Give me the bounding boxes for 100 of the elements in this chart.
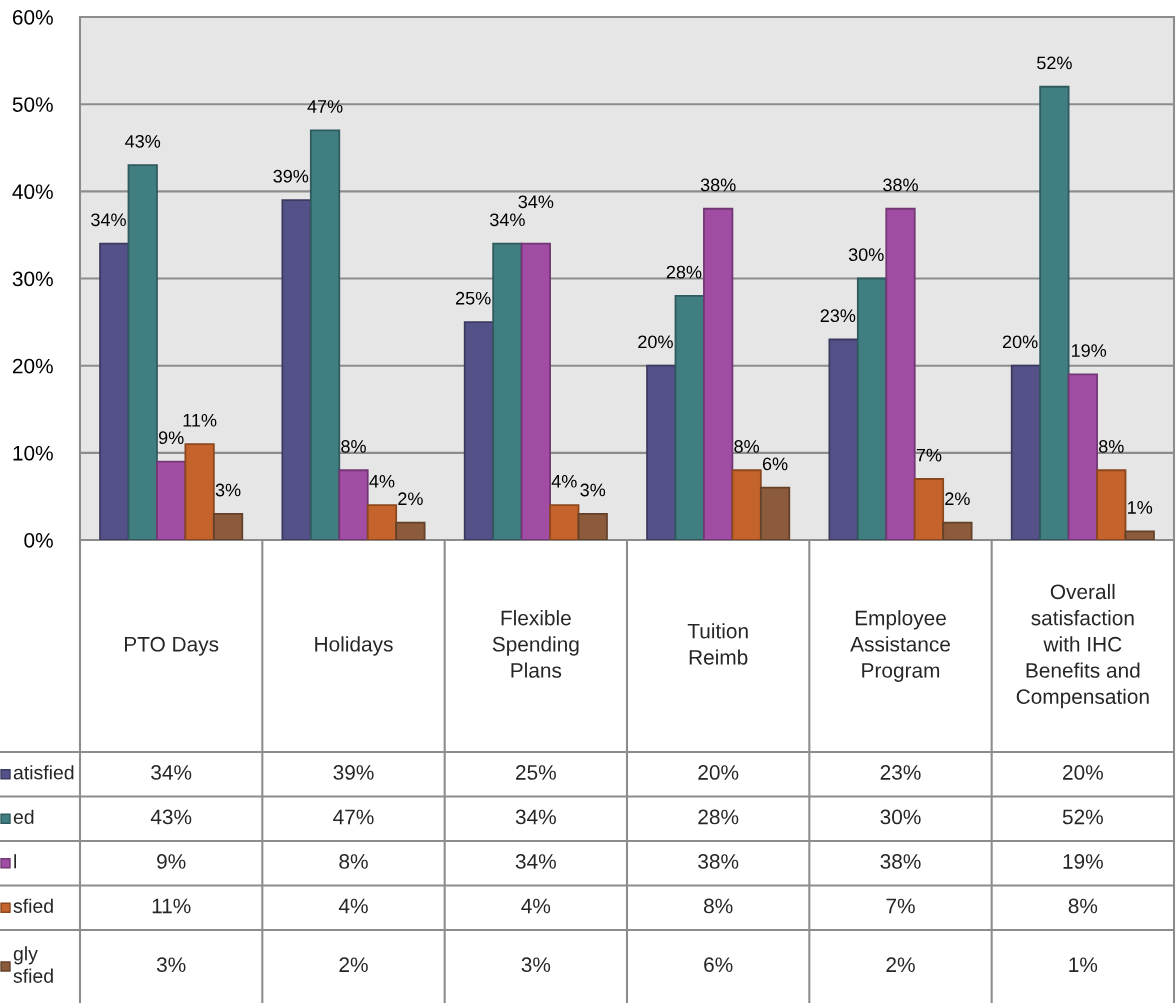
- legend-label: sfied: [13, 898, 53, 913]
- bar: [913, 478, 945, 540]
- bar: [99, 242, 130, 540]
- text: 8%: [1099, 440, 1124, 453]
- bar: [395, 521, 426, 540]
- text: 2%: [945, 492, 970, 506]
- data-label: 3%: [156, 957, 186, 973]
- text: 3%: [215, 483, 241, 497]
- y-tick-label: 20%: [12, 358, 53, 374]
- y-tick-label: 60%: [12, 10, 53, 25]
- data-label: 19%: [1063, 854, 1103, 869]
- text: 4%: [369, 474, 395, 488]
- data-label: 20%: [698, 765, 739, 780]
- legend-label: atisfied: [13, 765, 74, 780]
- text: 20%: [1002, 335, 1038, 349]
- data-label: 20%: [1063, 765, 1103, 780]
- text: 8%: [734, 440, 760, 453]
- data-label: 25%: [516, 765, 556, 780]
- text: 47%: [307, 100, 343, 113]
- y-tick-label: 0%: [24, 533, 53, 548]
- data-label: 4%: [521, 898, 551, 914]
- text: 38%: [883, 178, 918, 192]
- x-tick-label: PTO Days: [125, 636, 219, 656]
- bar: [759, 486, 791, 540]
- text: 43%: [125, 134, 161, 148]
- data-label: 7%: [886, 898, 915, 914]
- text: 11%: [183, 413, 217, 427]
- bar: [520, 242, 551, 540]
- bar: [885, 207, 916, 540]
- text: 34%: [518, 195, 554, 209]
- bar: [856, 277, 888, 540]
- text: 4%: [551, 474, 577, 488]
- bar: [674, 295, 705, 540]
- bar: [127, 164, 158, 540]
- data-label: 2%: [339, 957, 368, 973]
- bar: [309, 129, 341, 540]
- data-label: 4%: [338, 898, 368, 914]
- bar: [212, 512, 244, 540]
- bar: [156, 460, 187, 540]
- x-tick-label: Flexible Spending Plans: [492, 610, 579, 678]
- data-label: 34%: [515, 809, 556, 825]
- data-label: 2%: [886, 957, 915, 973]
- text: 9%: [158, 431, 184, 445]
- bar: [1010, 364, 1042, 540]
- text: 52%: [1037, 56, 1072, 70]
- bar: [366, 504, 398, 540]
- data-label: 47%: [333, 809, 374, 825]
- text: 6%: [762, 457, 788, 471]
- data-label: 23%: [880, 765, 921, 780]
- y-tick-label: 10%: [13, 445, 53, 461]
- bar: [338, 469, 369, 540]
- text: 7%: [916, 448, 942, 462]
- text: 8%: [341, 440, 366, 453]
- bar: [577, 512, 608, 540]
- bar: [463, 321, 495, 540]
- text: 25%: [456, 291, 491, 305]
- text: 30%: [848, 248, 884, 262]
- text: 2%: [398, 492, 423, 506]
- bar: [492, 242, 523, 540]
- bar: [1039, 85, 1070, 540]
- data-label: 3%: [521, 957, 551, 973]
- bar: [703, 207, 734, 540]
- data-label: 11%: [152, 898, 191, 914]
- x-tick-label: Holidays: [315, 636, 393, 656]
- legend-label: ed: [13, 809, 34, 824]
- bar: [942, 521, 973, 540]
- text: 23%: [820, 309, 856, 323]
- data-label: 38%: [880, 854, 921, 869]
- bar: [281, 199, 312, 540]
- data-label: 28%: [698, 809, 739, 825]
- legend-label: gly sfied: [13, 946, 53, 983]
- data-label: 43%: [150, 809, 192, 825]
- data-label: 30%: [880, 809, 921, 825]
- data-label: 9%: [157, 854, 186, 869]
- text: 38%: [700, 178, 736, 192]
- bar: [1124, 530, 1155, 540]
- text: 1%: [1128, 501, 1153, 514]
- y-tick-label: 50%: [12, 97, 53, 112]
- text: 3%: [580, 483, 606, 497]
- data-label: 39%: [333, 765, 374, 780]
- bar: [731, 469, 762, 540]
- bar: [646, 364, 677, 540]
- x-tick-label: Tuition Reimb: [687, 623, 748, 665]
- data-label: 6%: [704, 957, 733, 973]
- data-label: 8%: [704, 898, 733, 914]
- data-label: 34%: [515, 854, 556, 869]
- text: 28%: [666, 265, 702, 279]
- y-tick-label: 30%: [12, 271, 53, 287]
- bar: [184, 443, 215, 540]
- x-tick-label: Employee Assistance Program: [850, 610, 950, 682]
- data-label: 8%: [1068, 898, 1098, 914]
- data-label: 1%: [1069, 957, 1098, 973]
- bar: [1096, 469, 1127, 540]
- data-label: 38%: [698, 854, 739, 869]
- data-label: 34%: [151, 765, 192, 780]
- bar: [549, 504, 580, 540]
- text: 19%: [1071, 344, 1107, 357]
- data-label: 52%: [1062, 809, 1103, 825]
- bar: [828, 338, 859, 540]
- text: 39%: [273, 169, 309, 183]
